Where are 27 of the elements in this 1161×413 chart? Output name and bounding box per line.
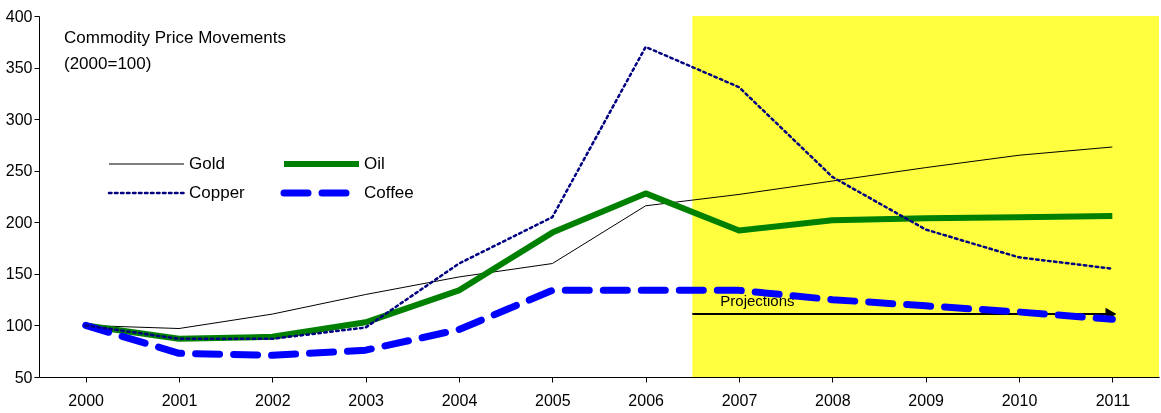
- x-tick-label: 2007: [721, 391, 758, 409]
- legend-label: Gold: [189, 154, 225, 173]
- text: (2000=100): [64, 54, 152, 73]
- y-tick-label: 350: [5, 59, 33, 77]
- legend-label: Oil: [364, 154, 385, 173]
- legend-label: Copper: [189, 183, 246, 202]
- y-tick-label: 150: [5, 265, 33, 283]
- x-tick-label: 2009: [908, 391, 945, 409]
- x-tick-label: 2005: [535, 391, 571, 409]
- text: Commodity Price Movements: [64, 28, 287, 47]
- x-tick-label: 2001: [161, 391, 198, 409]
- y-tick-label: 200: [5, 213, 33, 231]
- legend-label: Coffee: [364, 183, 414, 202]
- y-tick-label: 50: [14, 368, 33, 386]
- x-tick-label: 2003: [348, 391, 385, 409]
- y-tick-label: 400: [5, 7, 33, 25]
- x-tick-label: 2011: [1095, 391, 1131, 409]
- x-tick-label: 2010: [1001, 391, 1038, 409]
- band-label: Projections: [720, 292, 795, 309]
- y-tick-label: 300: [5, 110, 33, 128]
- x-tick-label: 2008: [815, 391, 851, 409]
- x-tick-label: 2004: [441, 391, 478, 409]
- x-tick-label: 2002: [255, 391, 291, 409]
- y-tick-label: 100: [5, 316, 33, 334]
- x-tick-label: 2006: [628, 391, 665, 409]
- x-tick-label: 2000: [68, 391, 105, 409]
- y-tick-label: 250: [5, 162, 33, 180]
